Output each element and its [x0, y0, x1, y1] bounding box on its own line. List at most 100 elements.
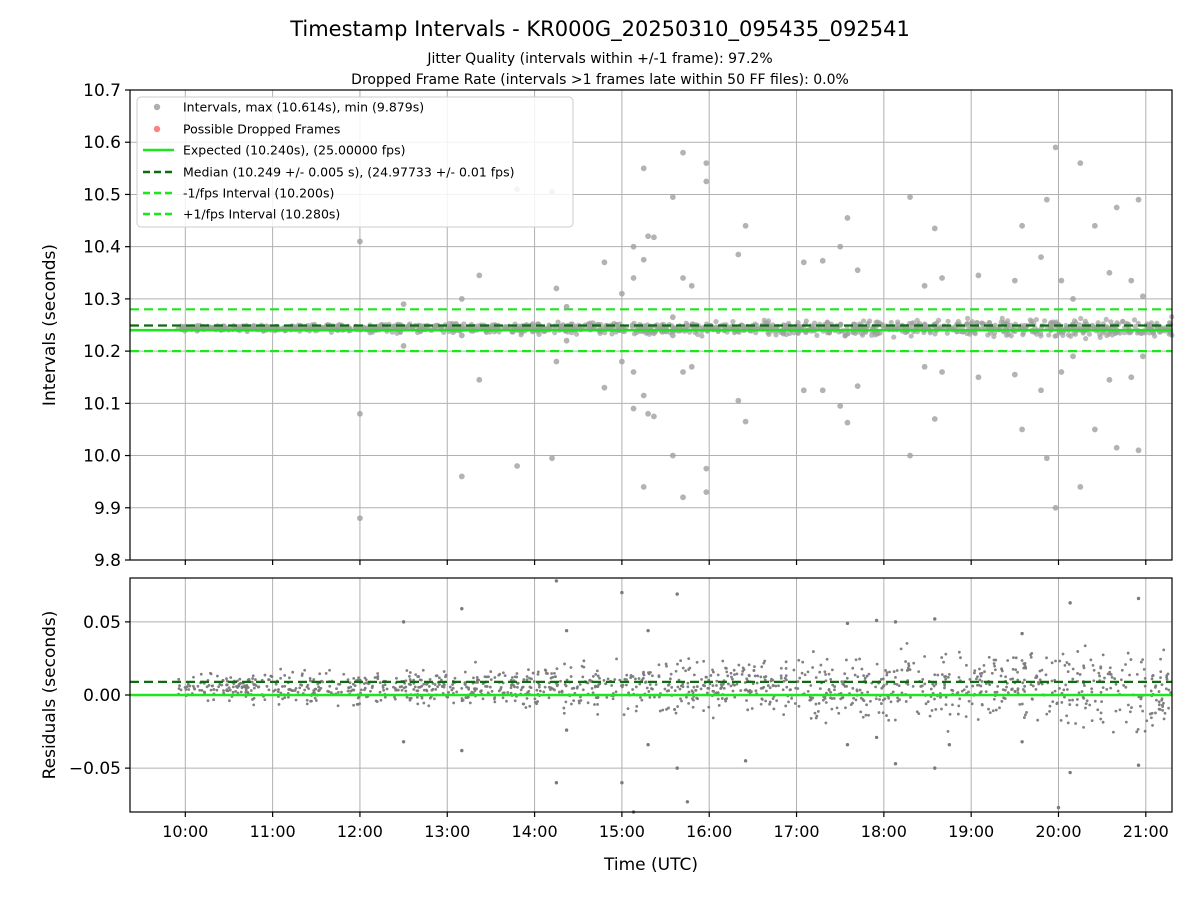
outlier-point — [1113, 444, 1120, 451]
outlier-point — [975, 272, 982, 279]
data-point — [466, 696, 469, 699]
chart-title: Timestamp Intervals - KR000G_20250310_09… — [289, 17, 910, 42]
data-point — [436, 685, 440, 689]
data-point — [1078, 315, 1084, 322]
data-point — [923, 682, 927, 686]
data-point — [635, 704, 639, 708]
data-point — [555, 684, 559, 688]
data-point — [926, 700, 930, 704]
data-point — [842, 333, 849, 339]
data-point — [1055, 702, 1059, 706]
data-point — [489, 670, 493, 673]
data-point — [978, 678, 982, 682]
data-point — [234, 689, 238, 693]
data-point — [808, 695, 812, 699]
data-point — [257, 685, 261, 689]
data-point — [933, 673, 937, 677]
data-point — [349, 689, 353, 693]
data-point — [730, 319, 736, 325]
data-point — [1112, 730, 1115, 734]
data-point — [891, 334, 897, 340]
data-point — [196, 684, 200, 688]
data-point — [614, 690, 618, 694]
data-point — [408, 678, 412, 681]
data-point — [764, 675, 768, 678]
data-point — [531, 671, 535, 675]
data-point — [1132, 324, 1138, 330]
data-point — [579, 699, 583, 702]
data-point — [394, 688, 398, 692]
data-point — [442, 670, 446, 673]
data-point — [1020, 702, 1024, 706]
outlier-point — [563, 303, 570, 310]
data-point — [613, 678, 617, 681]
data-point — [251, 698, 254, 701]
data-point — [535, 688, 539, 692]
data-point — [421, 668, 425, 672]
data-point — [795, 330, 801, 337]
data-point — [225, 683, 229, 687]
data-point — [206, 699, 210, 703]
data-point — [280, 685, 284, 688]
data-point — [414, 673, 418, 677]
data-point — [681, 666, 685, 670]
data-point — [351, 688, 355, 692]
outlier-point — [669, 314, 676, 321]
data-point — [711, 684, 715, 688]
data-point — [851, 666, 855, 670]
data-point — [680, 699, 683, 703]
outlier-point — [601, 259, 608, 266]
data-point — [874, 685, 878, 689]
outlier-point — [703, 489, 710, 496]
data-point — [490, 689, 494, 693]
data-point — [895, 319, 901, 325]
data-point — [1077, 322, 1083, 328]
data-point — [215, 688, 219, 692]
data-point — [657, 675, 661, 679]
data-point — [328, 668, 331, 672]
data-point — [787, 700, 790, 704]
data-point — [761, 697, 764, 701]
data-point — [773, 332, 779, 338]
data-point — [723, 698, 727, 701]
data-point — [536, 700, 539, 703]
data-point — [781, 688, 785, 692]
outlier-point — [401, 620, 406, 624]
data-point — [917, 670, 921, 674]
data-point — [921, 690, 925, 693]
data-point — [610, 684, 614, 687]
data-point — [674, 711, 678, 715]
data-point — [831, 683, 835, 687]
outlier-point — [553, 285, 560, 292]
data-point — [1080, 690, 1084, 693]
data-point — [305, 702, 309, 706]
data-point — [951, 689, 955, 693]
data-point — [239, 681, 243, 685]
data-point — [443, 683, 446, 687]
data-point — [303, 668, 307, 672]
data-point — [759, 675, 763, 679]
data-point — [287, 695, 290, 699]
data-point — [1106, 672, 1110, 676]
data-point — [717, 704, 721, 707]
data-point — [944, 330, 950, 336]
data-point — [746, 708, 750, 712]
data-point — [700, 677, 703, 681]
outlier-point — [357, 238, 363, 245]
data-point — [973, 671, 976, 675]
outlier-point — [939, 275, 945, 281]
outlier-point — [651, 234, 657, 241]
outlier-point — [640, 165, 647, 172]
data-point — [943, 683, 947, 687]
data-point — [809, 684, 813, 687]
outlier-point — [685, 800, 690, 804]
data-point — [1052, 333, 1058, 339]
data-point — [267, 678, 270, 682]
data-point — [756, 674, 760, 678]
outlier-point — [1020, 740, 1024, 744]
data-point — [806, 689, 810, 693]
data-point — [573, 331, 580, 337]
data-point — [251, 677, 254, 680]
data-point — [844, 706, 847, 710]
data-point — [745, 677, 749, 681]
